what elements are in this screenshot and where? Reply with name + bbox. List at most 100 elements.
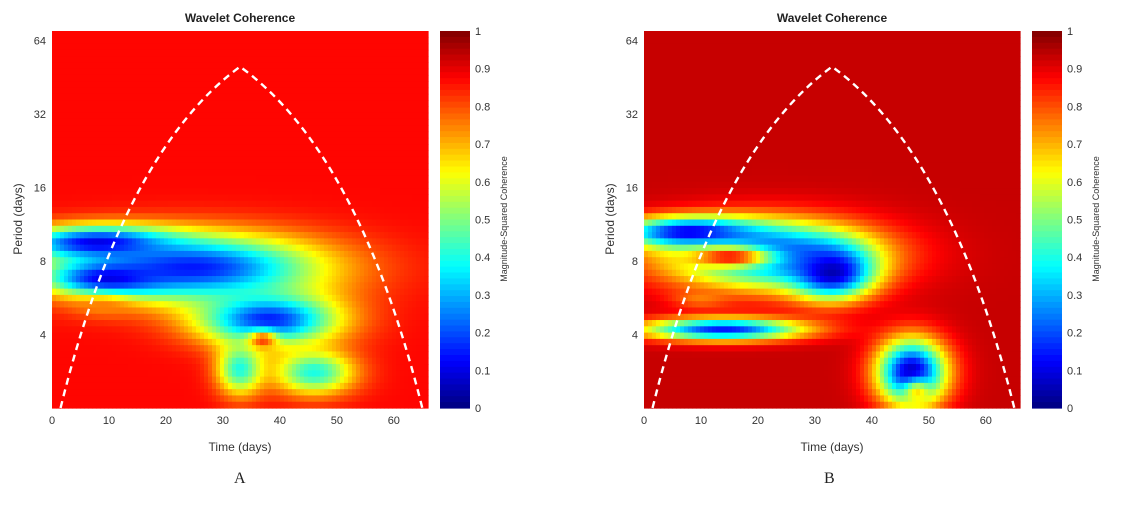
heatmap-cell (200, 56, 205, 64)
heatmap-cell (308, 376, 313, 384)
heatmap-cell (280, 257, 285, 265)
heatmap-cell (176, 156, 181, 164)
heatmap-cell (136, 150, 141, 158)
heatmap-cell (304, 74, 309, 82)
heatmap-cell (244, 395, 249, 403)
heatmap-cell (284, 313, 289, 321)
heatmap-cell (216, 206, 221, 214)
heatmap-cell (136, 225, 141, 233)
heatmap-cell (128, 118, 133, 126)
heatmap-cell (156, 276, 161, 283)
heatmap-cell (140, 112, 145, 120)
heatmap-cell (72, 144, 77, 151)
heatmap-cell (348, 288, 353, 296)
heatmap-cell (64, 294, 69, 302)
heatmap-cell (360, 74, 365, 82)
heatmap-cell (72, 62, 77, 70)
heatmap-cell (292, 401, 297, 409)
heatmap-cell (364, 112, 369, 120)
heatmap-cell (92, 244, 97, 252)
heatmap-cell (64, 43, 69, 51)
heatmap-cell (236, 93, 241, 101)
heatmap-cell (336, 225, 341, 233)
heatmap-cell (208, 206, 213, 214)
heatmap-cell (296, 320, 301, 327)
heatmap-cell (124, 169, 129, 177)
heatmap-cell (168, 219, 173, 227)
heatmap-cell (168, 125, 173, 133)
heatmap-cell (304, 338, 309, 346)
heatmap-cell (132, 87, 137, 95)
heatmap-cell (144, 382, 149, 390)
heatmap-cell (240, 382, 245, 390)
heatmap-cell (188, 206, 193, 214)
heatmap-cell (364, 150, 369, 158)
heatmap-cell (116, 351, 121, 359)
heatmap-cell (180, 144, 185, 151)
heatmap-cell (376, 370, 381, 378)
heatmap-cell (212, 382, 217, 390)
heatmap-cell (108, 156, 113, 164)
heatmap-cell (348, 225, 353, 233)
heatmap-cell (272, 345, 277, 353)
heatmap-cell (316, 282, 321, 290)
heatmap-cell (316, 37, 321, 45)
heatmap-cell (172, 194, 177, 202)
heatmap-cell (368, 49, 373, 57)
heatmap-cell (176, 357, 181, 365)
heatmap-cell (192, 257, 197, 265)
heatmap-cell (216, 112, 221, 120)
heatmap-cell (352, 131, 357, 139)
heatmap-cell (212, 100, 217, 107)
heatmap-cell (232, 56, 237, 64)
heatmap-cell (116, 169, 121, 177)
heatmap-cell (208, 357, 213, 365)
heatmap-cell (332, 93, 337, 101)
heatmap-cell (60, 263, 65, 271)
heatmap-cell (84, 294, 89, 302)
heatmap-cell (176, 307, 181, 315)
heatmap-cell (280, 144, 285, 151)
heatmap-cell (248, 364, 253, 371)
heatmap-cell (152, 288, 157, 296)
heatmap-cell (380, 200, 385, 208)
heatmap-cell (336, 137, 341, 145)
heatmap-cell (356, 232, 361, 239)
heatmap-cell (316, 125, 321, 133)
heatmap-cell (328, 244, 333, 252)
heatmap-cell (304, 125, 309, 133)
heatmap-cell (152, 200, 157, 208)
heatmap-cell (344, 194, 349, 202)
heatmap-cell (60, 181, 65, 189)
heatmap-cell (284, 395, 289, 403)
heatmap-cell (108, 56, 113, 64)
heatmap-cell (160, 125, 165, 133)
heatmap-cell (88, 376, 93, 384)
heatmap-cell (352, 376, 357, 384)
heatmap-cell (360, 93, 365, 101)
heatmap-cell (356, 238, 361, 246)
heatmap-cell (360, 162, 365, 170)
heatmap-cell (136, 49, 141, 57)
heatmap-cell (260, 144, 265, 151)
heatmap-cell (348, 81, 353, 89)
heatmap-cell (320, 351, 325, 359)
heatmap-cell (88, 118, 93, 126)
heatmap-cell (256, 93, 261, 101)
heatmap-cell (56, 257, 61, 265)
heatmap-cell (176, 137, 181, 145)
heatmap-cell (72, 389, 77, 397)
heatmap-cell (64, 382, 69, 390)
heatmap-cell (108, 345, 113, 353)
heatmap-cell (252, 62, 257, 70)
heatmap-cell (132, 294, 137, 302)
heatmap-cell (360, 257, 365, 265)
heatmap-cell (256, 56, 261, 64)
heatmap-cell (312, 43, 317, 51)
heatmap-cell (324, 194, 329, 202)
heatmap-cell (304, 56, 309, 64)
heatmap-cell (284, 345, 289, 353)
heatmap-cell (240, 257, 245, 265)
heatmap-cell (92, 181, 97, 189)
heatmap-cell (276, 338, 281, 346)
